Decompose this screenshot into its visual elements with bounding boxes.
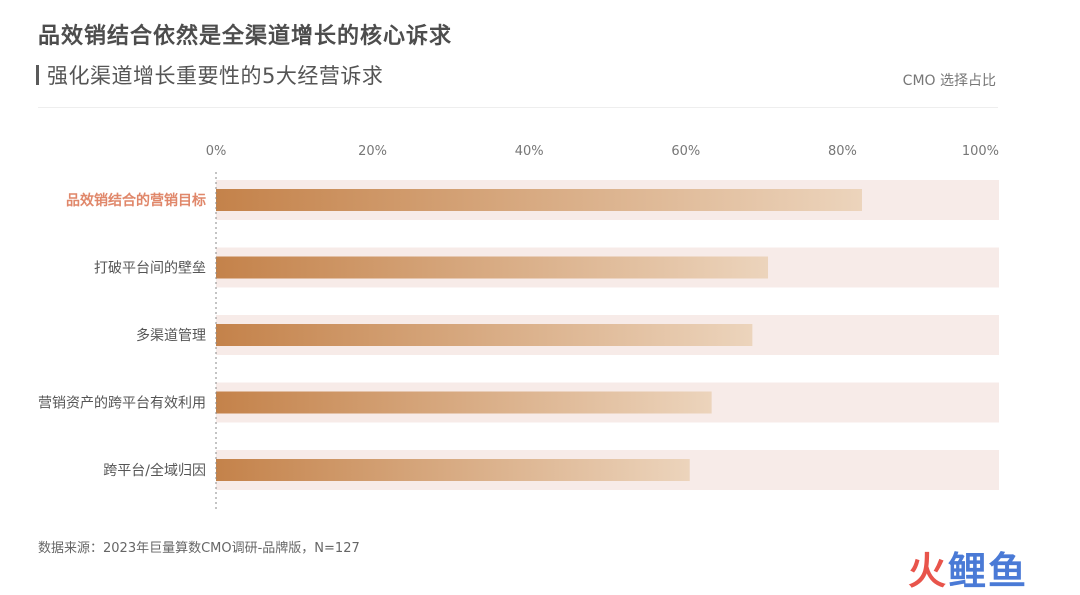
tick-label: 40%	[515, 144, 544, 159]
brand-logo-part2: 鲤鱼	[948, 549, 1029, 593]
bar	[216, 459, 690, 481]
category-label: 多渠道管理	[136, 327, 206, 344]
data-source-note: 数据来源：2023年巨量算数CMO调研-品牌版，N=127	[38, 541, 360, 556]
category-label: 营销资产的跨平台有效利用	[38, 396, 206, 412]
tick-label: 0%	[206, 144, 227, 159]
bar	[216, 189, 862, 211]
subtitle-accent-bar	[36, 65, 39, 85]
tick-label: 20%	[358, 144, 387, 159]
tick-label: 100%	[962, 144, 999, 159]
tick-label: 60%	[671, 144, 700, 159]
category-label: 跨平台/全域归因	[103, 462, 206, 479]
bar	[216, 256, 769, 279]
brand-logo-part1: 火	[908, 549, 949, 593]
tick-label: 80%	[828, 144, 857, 159]
subtitle-group: 强化渠道增长重要性的5大经营诉求	[36, 62, 383, 88]
category-label-group: 品效销结合的营销目标打破平台间的壁垒多渠道管理营销资产的跨平台有效利用跨平台/全…	[38, 192, 206, 479]
category-label: 打破平台间的壁垒	[94, 260, 206, 277]
tick-label-group: 0% 20% 40% 60% 80% 100%	[206, 144, 999, 159]
unit-label: CMO 选择占比	[902, 73, 996, 89]
bar	[216, 391, 712, 414]
bar-group	[216, 189, 862, 481]
bar	[216, 324, 753, 346]
brand-logo: 火 鲤鱼	[908, 540, 1028, 595]
page-title: 品效销结合依然是全渠道增长的核心诉求	[38, 24, 453, 49]
category-label: 品效销结合的营销目标	[66, 192, 206, 209]
chart-subtitle: 强化渠道增长重要性的5大经营诉求	[47, 64, 384, 88]
header-divider	[38, 107, 998, 108]
